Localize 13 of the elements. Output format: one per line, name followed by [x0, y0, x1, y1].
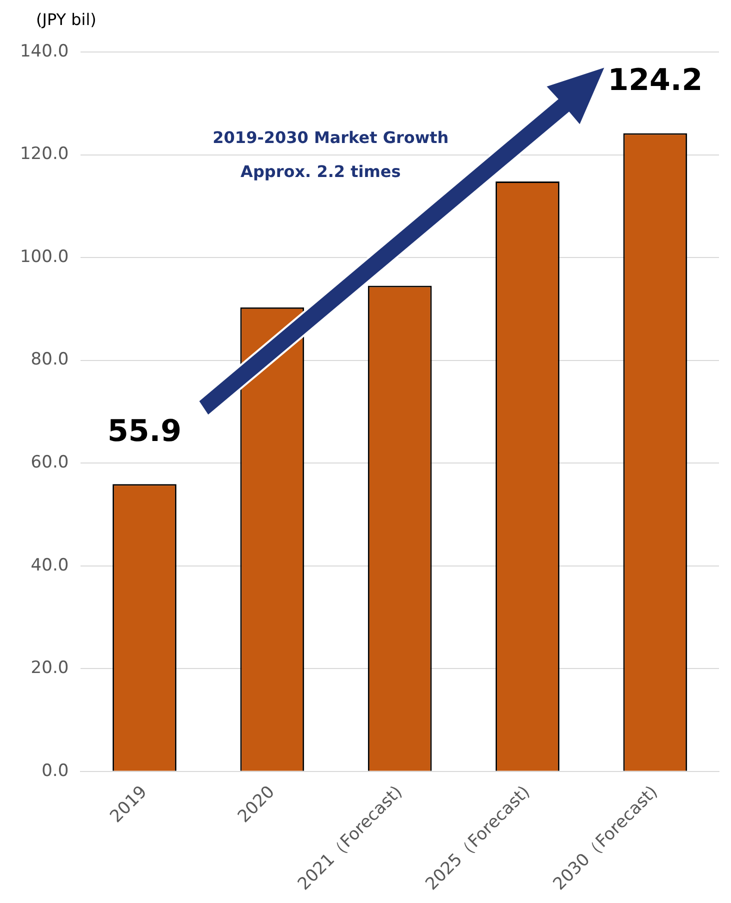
y-tick-label: 120.0 — [20, 144, 69, 164]
annotation: Approx. 2.2 times — [240, 162, 401, 182]
y-tick-label: 20.0 — [30, 658, 69, 678]
y-tick-label: 40.0 — [30, 555, 69, 576]
y-tick-label: 140.0 — [20, 41, 69, 62]
y-axis-title: (JPY bil) — [36, 10, 96, 29]
y-tick-label: 80.0 — [30, 350, 69, 370]
data-label: 55.9 — [107, 414, 182, 449]
y-tick-label: 100.0 — [20, 246, 69, 267]
data-label: 124.2 — [608, 62, 703, 98]
y-tick-label: 60.0 — [30, 452, 69, 473]
annotation: 2019-2030 Market Growth — [212, 128, 449, 148]
y-tick-label: 0.0 — [42, 760, 69, 781]
